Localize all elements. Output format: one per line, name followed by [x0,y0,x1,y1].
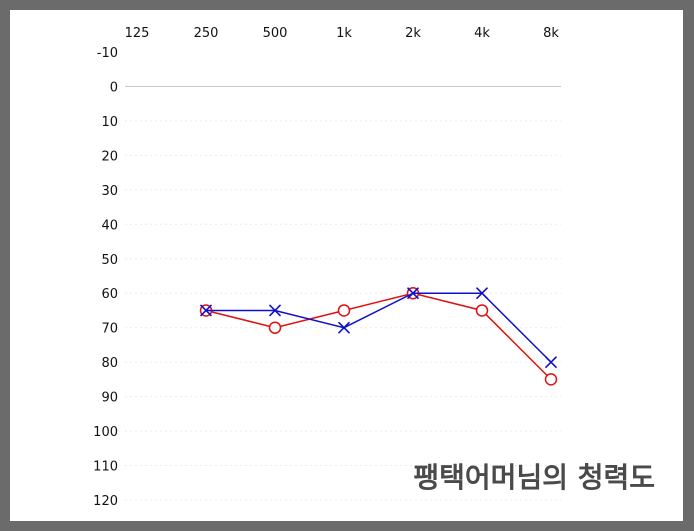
point-x-3 [406,287,420,300]
y-tick-label-100: 100 [93,425,118,440]
point-x-4 [475,287,489,300]
series-line-circle [205,292,552,380]
x-tick-label-500: 500 [263,26,288,41]
y-tick-label-0: 0 [110,80,118,95]
point-x-1 [268,304,282,317]
point-circle-1 [268,321,282,334]
point-circle-4 [475,304,489,317]
y-tick-labels: -10 0 10 20 30 40 50 60 70 80 90 100 110 120 [93,46,118,509]
x-tick-label-1k: 1k [336,26,352,41]
y-tick-label-20: 20 [101,149,118,164]
y-tick-label-40: 40 [101,218,118,233]
point-x-stroke [475,287,489,300]
series-line-x [206,292,552,363]
x-tick-label-8k: 8k [543,26,559,41]
grid-lines [125,85,561,501]
y-tick-label-10: 10 [101,115,118,130]
series-lines [199,286,558,386]
y-tick-label--10: -10 [97,46,118,61]
x-tick-label-4k: 4k [474,26,490,41]
point-circle-5 [544,373,558,386]
point-x-stroke [544,356,558,369]
x-tick-label-125: 125 [125,26,150,41]
x-tick-labels: 125 250 500 1k 2k 4k 8k [125,26,560,41]
point-x-stroke [406,287,420,300]
y-tick-label-120: 120 [93,494,118,509]
y-tick-label-60: 60 [101,287,118,302]
point-x-stroke [337,321,351,334]
point-x-stroke [199,304,213,317]
y-tick-label-80: 80 [101,356,118,371]
point-x-2 [337,321,351,334]
y-tick-label-30: 30 [101,184,118,199]
y-tick-label-90: 90 [101,391,118,406]
y-tick-label-70: 70 [101,322,118,337]
point-x-stroke [268,304,282,317]
chart-annotation-title: 팽택어머님의 청력도 [413,461,655,494]
x-tick-label-250: 250 [194,26,219,41]
chart-frame [10,10,683,521]
x-tick-label-2k: 2k [405,26,421,41]
point-circle-2 [337,304,351,317]
y-tick-label-110: 110 [93,460,118,475]
point-x-0 [199,304,213,317]
y-tick-label-50: 50 [101,253,118,268]
point-x-5 [544,356,558,369]
